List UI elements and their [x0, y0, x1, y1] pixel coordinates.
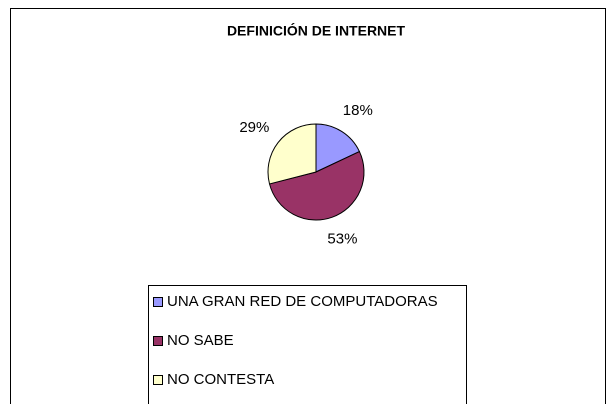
chart-title: DEFINICIÓN DE INTERNET: [227, 22, 406, 39]
pie-slice: [315, 123, 361, 173]
legend-box: [148, 285, 467, 404]
pie-slice: [267, 123, 317, 185]
legend-label: NO SABE: [167, 332, 234, 349]
data-label: 18%: [343, 102, 373, 119]
legend-swatch: [153, 336, 163, 346]
legend-label: UNA GRAN RED DE COMPUTADORAS: [167, 293, 438, 310]
pie-slice: [268, 150, 365, 221]
data-label: 53%: [327, 231, 357, 248]
legend-label: NO CONTESTA: [167, 371, 274, 388]
data-label: 29%: [239, 119, 269, 136]
legend-swatch: [153, 297, 163, 307]
legend-swatch: [153, 375, 163, 385]
